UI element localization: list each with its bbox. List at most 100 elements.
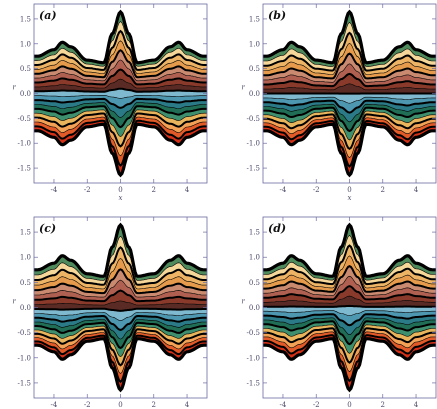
band-13 [34, 322, 207, 357]
band-edge-10 [263, 99, 436, 114]
band-edge-16 [34, 119, 207, 167]
x-tick-label: 2 [152, 186, 156, 194]
band-5 [263, 53, 436, 83]
band-10 [263, 310, 436, 326]
band-8 [34, 79, 207, 92]
band-edge-15 [34, 332, 207, 374]
band-2 [263, 235, 436, 285]
band-edge-5 [34, 279, 207, 298]
band-edge-17 [34, 122, 207, 178]
band-10 [263, 97, 436, 113]
band-edge-2 [263, 244, 436, 286]
band-7 [263, 73, 436, 90]
panel-label: (c) [39, 222, 56, 235]
band-edge-7 [34, 300, 207, 306]
band-edge-15 [263, 117, 436, 158]
y-axis-label: r [241, 298, 245, 306]
band-7 [34, 290, 207, 305]
y-tick-label: -0.5 [247, 329, 261, 337]
band-edge-12 [263, 106, 436, 133]
band-edge-1 [34, 21, 207, 67]
y-tick-label: -0.5 [18, 115, 32, 123]
band-edge-17 [34, 337, 207, 393]
band-stack [34, 222, 207, 393]
y-tick-label: -0.5 [247, 115, 261, 123]
y-tick-label: 1.0 [249, 40, 260, 48]
x-tick-label: 4 [185, 186, 190, 194]
x-axis-label: x [348, 194, 352, 202]
band-edge-11 [34, 319, 207, 340]
band-13 [34, 106, 207, 137]
band-edge-2 [263, 31, 436, 72]
band-edge-1 [263, 21, 436, 67]
y-tick-label: 1.5 [20, 15, 31, 23]
band-edge-14 [263, 327, 436, 364]
band-edge-6 [34, 68, 207, 86]
y-tick-label: 0.5 [249, 65, 260, 73]
band-15 [263, 114, 436, 158]
x-tick-label: -4 [280, 186, 287, 194]
band-6 [34, 59, 207, 85]
band-13 [263, 321, 436, 354]
x-tick-label: -4 [51, 186, 58, 194]
band-edge-3 [34, 258, 207, 290]
y-tick-label: -1.5 [18, 165, 32, 173]
band-edge-13 [34, 109, 207, 138]
band-6 [263, 63, 436, 87]
band-11 [34, 316, 207, 340]
band-5 [263, 266, 436, 296]
band-edge-3 [263, 42, 436, 75]
band-edge-9 [34, 95, 207, 99]
band-stack [34, 9, 207, 178]
band-edge-13 [34, 325, 207, 358]
x-tick-label: -2 [84, 401, 91, 409]
band-5 [34, 50, 207, 81]
band-edge-17 [263, 122, 436, 178]
band-edge-5 [263, 63, 436, 83]
band-edge-0 [34, 222, 207, 278]
band-9 [34, 308, 207, 321]
y-tick-label: 0.0 [20, 90, 31, 98]
band-edge-8 [263, 304, 436, 308]
band-2 [263, 22, 436, 71]
band-edge-12 [34, 321, 207, 350]
x-tick-label: 0 [118, 401, 122, 409]
band-12 [34, 319, 207, 348]
band-14 [263, 324, 436, 363]
band-11 [263, 100, 436, 122]
band-2 [34, 21, 207, 70]
x-tick-label: 0 [347, 186, 351, 194]
band-edge-5 [263, 275, 436, 297]
band-edge-13 [263, 110, 436, 141]
x-tick-label: 2 [381, 186, 385, 194]
band-edge-8 [34, 87, 207, 93]
band-stack [263, 222, 436, 393]
band-edge-9 [263, 96, 436, 104]
x-tick-label: -4 [51, 401, 58, 409]
band-edge-0 [263, 222, 436, 278]
band-edge-11 [263, 103, 436, 123]
band-edge-7 [263, 295, 436, 304]
band-edge-12 [34, 105, 207, 129]
panel-a: -4 -2 0 2 4 -1.5 -1.0 -0.5 0.0 0.5 1.0 1.5 x r (a) [12, 3, 208, 202]
band-edge-12 [263, 320, 436, 346]
x-tick-label: -2 [313, 186, 320, 194]
panel-label: (a) [39, 9, 57, 22]
band-15 [34, 113, 207, 156]
band-edge-16 [34, 334, 207, 384]
band-edge-17 [263, 337, 436, 393]
y-tick-label: 1.5 [249, 229, 260, 237]
y-tick-label: 0.5 [20, 279, 31, 287]
x-tick-label: 2 [152, 401, 156, 409]
panel-label: (d) [268, 222, 286, 235]
y-tick-label: 0.0 [249, 304, 260, 312]
band-7 [263, 286, 436, 304]
band-15 [34, 329, 207, 374]
y-tick-label: 1.0 [20, 40, 31, 48]
band-edge-1 [263, 234, 436, 281]
band-3 [34, 31, 207, 74]
band-edge-4 [263, 52, 436, 80]
band-12 [34, 102, 207, 128]
